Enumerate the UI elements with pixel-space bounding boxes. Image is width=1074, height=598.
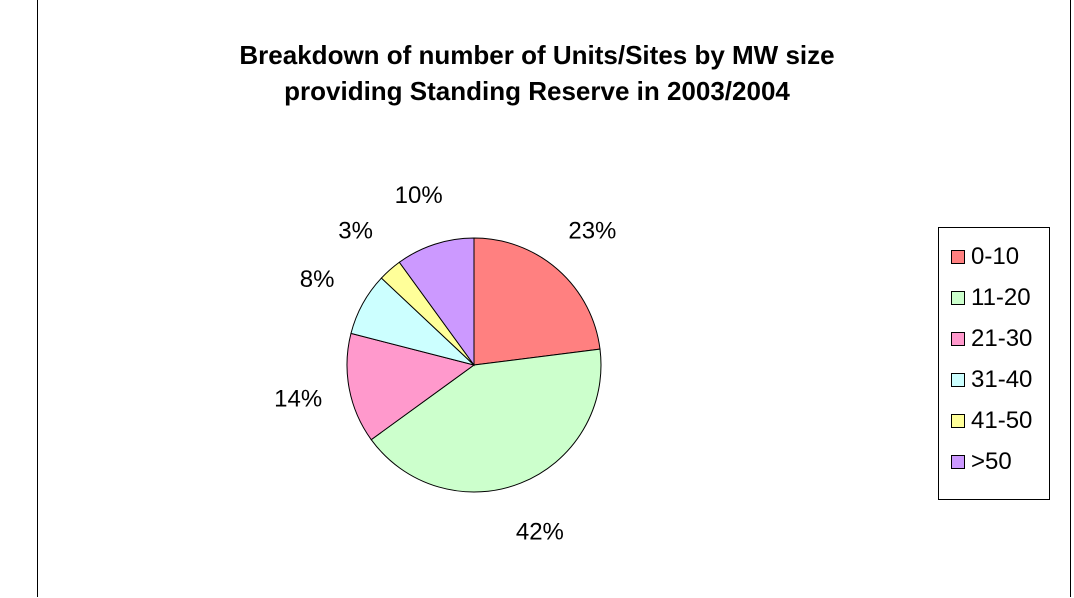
legend-item-41-50: 41-50	[951, 406, 1032, 436]
legend-label: 21-30	[971, 325, 1033, 352]
data-label-gt50: 10%	[395, 182, 443, 209]
chart-title-line-2: providing Standing Reserve in 2003/2004	[284, 76, 790, 106]
legend-swatch	[951, 250, 965, 264]
legend-label: 11-20	[971, 284, 1031, 311]
data-label-0-10: 23%	[568, 218, 616, 245]
legend-label: 31-40	[971, 366, 1033, 393]
legend-swatch	[951, 373, 965, 387]
chart-title-line-1: Breakdown of number of Units/Sites by MW…	[239, 40, 835, 70]
legend-item-11-20: 11-20	[951, 283, 1031, 313]
legend-swatch	[951, 414, 965, 428]
legend-item-31-40: 31-40	[951, 365, 1032, 395]
chart-title: Breakdown of number of Units/Sites by MW…	[0, 37, 1074, 109]
pie-slice-0-10	[473, 237, 601, 366]
legend-swatch	[951, 291, 965, 305]
data-label-21-30: 14%	[274, 386, 322, 413]
data-label-11-20: 42%	[516, 518, 564, 545]
legend-swatch	[951, 455, 965, 469]
chart-area	[37, 0, 1071, 597]
pie-slice-21-30	[346, 332, 476, 441]
legend-swatch	[951, 332, 965, 346]
pie-slice-11-20	[370, 348, 602, 493]
data-label-41-50: 3%	[338, 218, 373, 245]
legend-label: 41-50	[971, 407, 1033, 434]
data-label-31-40: 8%	[300, 266, 335, 293]
legend-item-gt50: >50	[951, 447, 1012, 477]
legend-item-0-10: 0-10	[951, 242, 1019, 272]
legend-item-21-30: 21-30	[951, 324, 1032, 354]
legend-label: 0-10	[971, 243, 1020, 270]
legend: 0-10 11-20 21-30 31-40 41-50 >50	[938, 227, 1050, 500]
pie-slice-gt50	[398, 237, 475, 367]
legend-label: >50	[971, 448, 1012, 475]
